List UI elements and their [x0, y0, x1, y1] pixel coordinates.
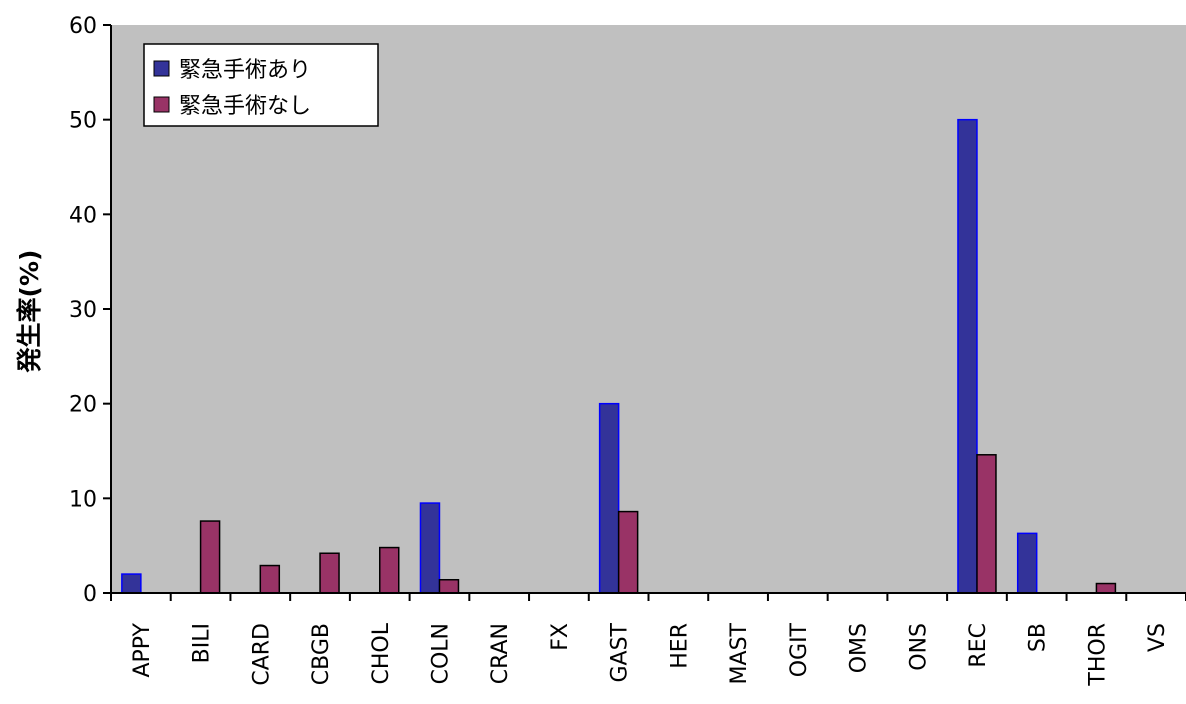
- x-tick-label: BILI: [190, 623, 215, 663]
- x-tick-label: CRAN: [488, 623, 513, 684]
- bar-emergency-no-card: [259, 564, 281, 594]
- x-tick-label: OMS: [847, 623, 872, 673]
- x-tick-label: GAST: [608, 622, 633, 682]
- y-ticks-layer: 0 10 20 30 40 50 60: [69, 14, 111, 607]
- y-tick-label: 30: [69, 298, 97, 323]
- y-tick-label: 20: [69, 393, 97, 418]
- x-tick-label: MAST: [727, 622, 752, 684]
- legend-box: [143, 43, 379, 127]
- legend: 緊急手術あり 緊急手術なし: [143, 43, 379, 127]
- bar-emergency-yes-rec: [957, 118, 978, 594]
- x-tick-label: APPY: [130, 622, 155, 677]
- legend-label-1: 緊急手術あり: [179, 58, 311, 83]
- x-tick-label: THOR: [1085, 623, 1110, 687]
- legend-swatch-2: [153, 96, 170, 113]
- legend-label-2: 緊急手術なし: [179, 94, 311, 119]
- bar-emergency-no-chol: [379, 546, 400, 594]
- y-tick-label: 0: [83, 582, 97, 607]
- x-tick-label: SB: [1026, 623, 1051, 652]
- x-tick-label: VS: [1145, 623, 1170, 652]
- y-tick-label: 50: [69, 109, 97, 134]
- bar-emergency-no-thor: [1095, 582, 1117, 594]
- bar-emergency-no-rec: [976, 454, 997, 594]
- x-tick-label: HER: [667, 623, 692, 669]
- x-tick-label: CHOL: [369, 622, 394, 684]
- y-tick-label: 10: [69, 487, 97, 512]
- y-axis-label: 発生率(%): [15, 250, 44, 374]
- x-tick-label: OGIT: [787, 622, 812, 677]
- y-tick-label: 40: [69, 203, 97, 228]
- bar-emergency-no-cbgb: [319, 552, 340, 594]
- x-tick-label: REC: [966, 623, 991, 668]
- legend-swatch-1: [153, 60, 170, 77]
- bar-emergency-no-gast: [617, 510, 639, 594]
- x-tick-label: FX: [548, 623, 573, 651]
- x-tick-label: COLN: [428, 623, 453, 684]
- y-tick-label: 60: [69, 14, 97, 39]
- bar-emergency-yes-gast: [598, 402, 620, 594]
- bar-emergency-yes-coln: [419, 502, 441, 594]
- x-tick-label: CBGB: [309, 623, 334, 685]
- bar-emergency-yes-sb: [1016, 532, 1038, 594]
- x-tick-label: CARD: [249, 623, 274, 686]
- x-ticks-layer: APPY BILI CARD CBGB CHOL COLN CRAN FX GAST HER MAS…: [110, 593, 1186, 687]
- x-tick-label: ONS: [906, 623, 931, 671]
- bar-emergency-yes-appy: [121, 573, 142, 594]
- bar-emergency-no-coln: [438, 578, 460, 594]
- bar-emergency-no-bili: [199, 520, 221, 594]
